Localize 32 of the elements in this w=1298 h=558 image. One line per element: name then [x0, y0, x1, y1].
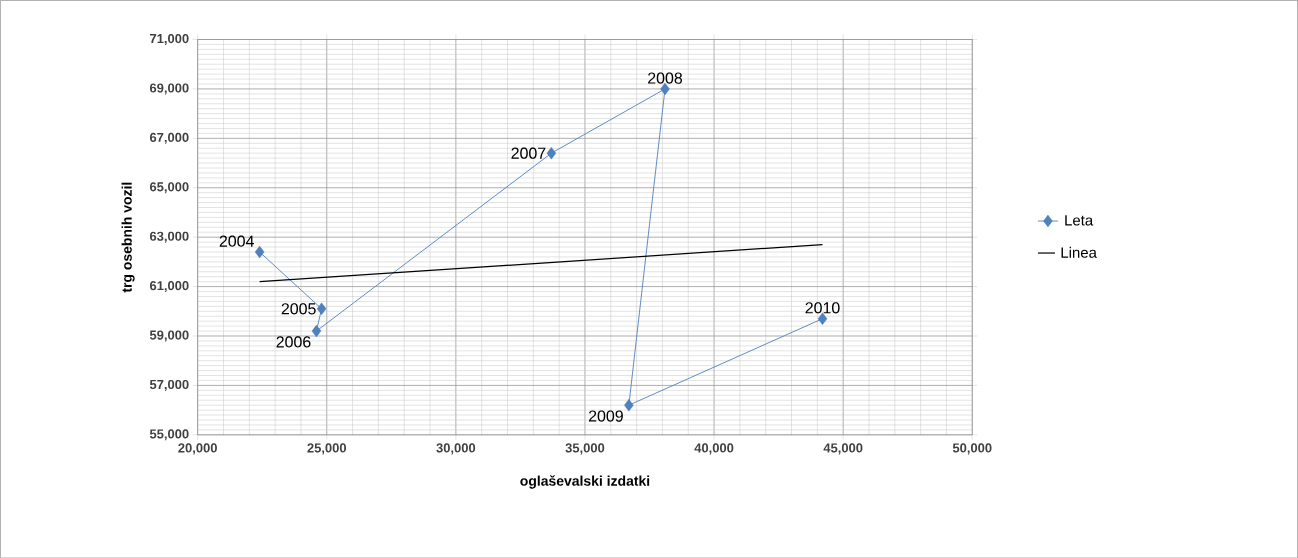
- x-tick-label: 35,000: [565, 443, 605, 455]
- y-tick-label: 57,000: [149, 379, 189, 391]
- annotation: 2008: [648, 72, 683, 84]
- y-tick-label: 63,000: [149, 231, 189, 243]
- x-tick-label: 50,000: [952, 443, 992, 455]
- point: [546, 146, 557, 160]
- x-tick-label: 20,000: [178, 443, 217, 455]
- x-tick-label: 40,000: [694, 443, 734, 455]
- annotation: 2010: [805, 302, 840, 314]
- legend-label: Linea: [1061, 246, 1097, 258]
- y-tick-label: 55,000: [149, 429, 189, 441]
- legend-label: Leta: [1065, 214, 1094, 226]
- y-tick-label: 61,000: [149, 280, 189, 292]
- annotation: 2007: [511, 147, 546, 159]
- y-tick-label: 67,000: [149, 132, 189, 144]
- y-axis-title: trg osebnih vozil: [121, 182, 135, 293]
- x-tick-label: 45,000: [823, 443, 863, 455]
- point: [316, 302, 327, 315]
- annotation: 2005: [281, 302, 316, 315]
- y-tick-label: 59,000: [149, 330, 189, 342]
- y-tick-label: 69,000: [149, 83, 189, 95]
- annotation: 2004: [219, 235, 254, 247]
- y-tick-label: 71,000: [150, 33, 189, 45]
- x-axis-title: oglaševalski izdatki: [520, 475, 650, 489]
- x-tick-label: 30,000: [436, 443, 476, 455]
- point: [311, 324, 322, 338]
- x-tick-label: 25,000: [307, 443, 347, 455]
- annotation: 2009: [588, 410, 623, 422]
- annotation: 2006: [276, 336, 311, 348]
- point: [624, 398, 634, 412]
- point: [254, 245, 265, 258]
- y-tick-label: 65,000: [149, 182, 189, 194]
